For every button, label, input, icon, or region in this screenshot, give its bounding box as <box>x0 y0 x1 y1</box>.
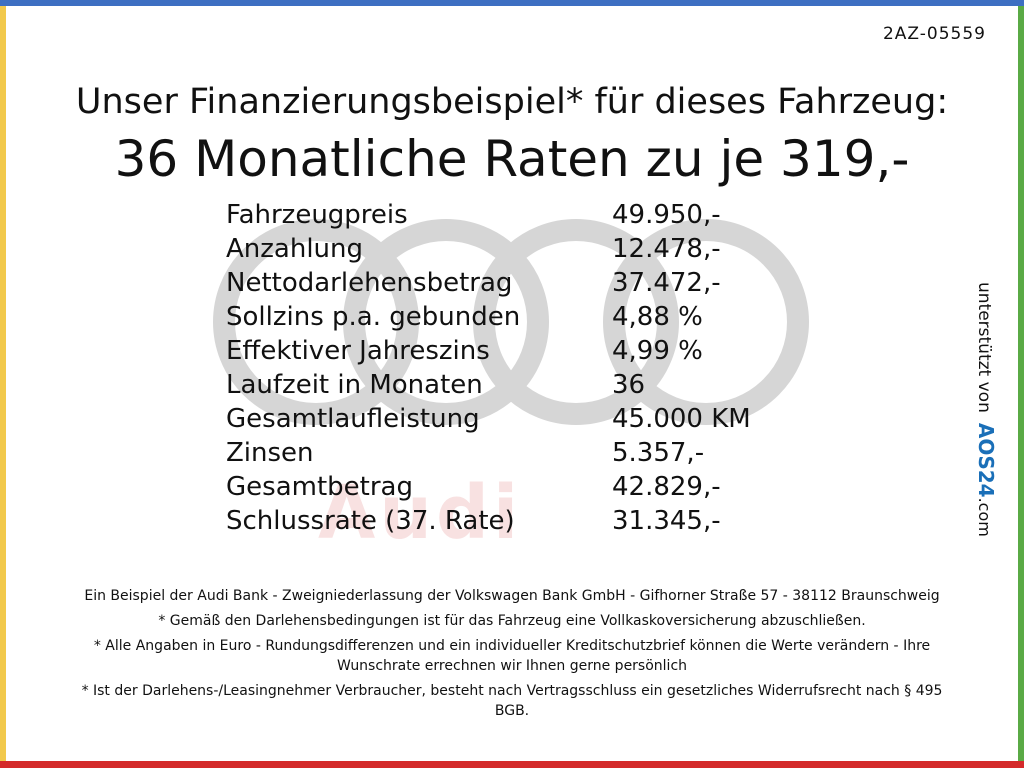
row-value: 12.478,- <box>612 234 721 264</box>
row-label: Effektiver Jahreszins <box>226 336 490 366</box>
table-row: Laufzeit in Monaten 36 <box>226 368 786 402</box>
table-row: Gesamtlaufleistung 45.000 KM <box>226 402 786 436</box>
subtitle: 36 Monatliche Raten zu je 319,- <box>114 130 910 188</box>
border-bottom <box>0 761 1024 768</box>
table-row: Fahrzeugpreis 49.950,- <box>226 198 786 232</box>
footer-note: * Gemäß den Darlehensbedingungen ist für… <box>158 613 866 629</box>
table-row: Effektiver Jahreszins 4,99 % <box>226 334 786 368</box>
row-label: Sollzins p.a. gebunden <box>226 302 521 332</box>
footer-note: * Alle Angaben in Euro - Rundungsdiffere… <box>93 638 931 674</box>
row-value: 31.345,- <box>612 506 721 536</box>
sponsor-suffix: .com <box>975 497 994 537</box>
title: Unser Finanzierungsbeispiel* für dieses … <box>75 82 949 122</box>
row-label: Nettodarlehensbetrag <box>226 268 513 298</box>
row-label: Laufzeit in Monaten <box>226 370 483 400</box>
row-label: Anzahlung <box>226 234 364 264</box>
table-row: Gesamtbetrag 42.829,- <box>226 470 786 504</box>
row-value: 42.829,- <box>612 472 721 502</box>
row-label: Fahrzeugpreis <box>226 200 408 230</box>
border-left <box>0 6 6 761</box>
row-label: Zinsen <box>226 438 314 468</box>
vehicle-id: 2AZ-05559 <box>882 24 986 44</box>
footer-note: * Ist der Darlehens-/Leasingnehmer Verbr… <box>81 683 943 719</box>
sponsor: unterstützt von AOS24.com <box>974 282 998 537</box>
sponsor-label: unterstützt von <box>974 282 994 413</box>
finance-table: Fahrzeugpreis 49.950,- Anzahlung 12.478,- Ne… <box>226 198 786 538</box>
border-top <box>0 0 1024 6</box>
table-row: Anzahlung 12.478,- <box>226 232 786 266</box>
row-value: 49.950,- <box>612 200 721 230</box>
row-label: Gesamtbetrag <box>226 472 413 502</box>
table-row: Schlussrate (37. Rate) 31.345,- <box>226 504 786 538</box>
footer: Ein Beispiel der Audi Bank - Zweignieder… <box>80 586 944 726</box>
row-label: Gesamtlaufleistung <box>226 404 480 434</box>
footer-note: Ein Beispiel der Audi Bank - Zweignieder… <box>84 588 940 604</box>
row-value: 45.000 KM <box>612 404 751 434</box>
row-value: 5.357,- <box>612 438 705 468</box>
row-value: 4,88 % <box>612 302 703 332</box>
watermark-text: Audi <box>318 470 523 556</box>
table-row: Nettodarlehensbetrag 37.472,- <box>226 266 786 300</box>
row-value: 4,99 % <box>612 336 703 366</box>
row-label: Schlussrate (37. Rate) <box>226 506 515 536</box>
sponsor-brand: AOS24 <box>974 422 998 498</box>
row-value: 36 <box>612 370 646 400</box>
border-right <box>1018 6 1024 761</box>
table-row: Zinsen 5.357,- <box>226 436 786 470</box>
row-value: 37.472,- <box>612 268 721 298</box>
table-row: Sollzins p.a. gebunden 4,88 % <box>226 300 786 334</box>
